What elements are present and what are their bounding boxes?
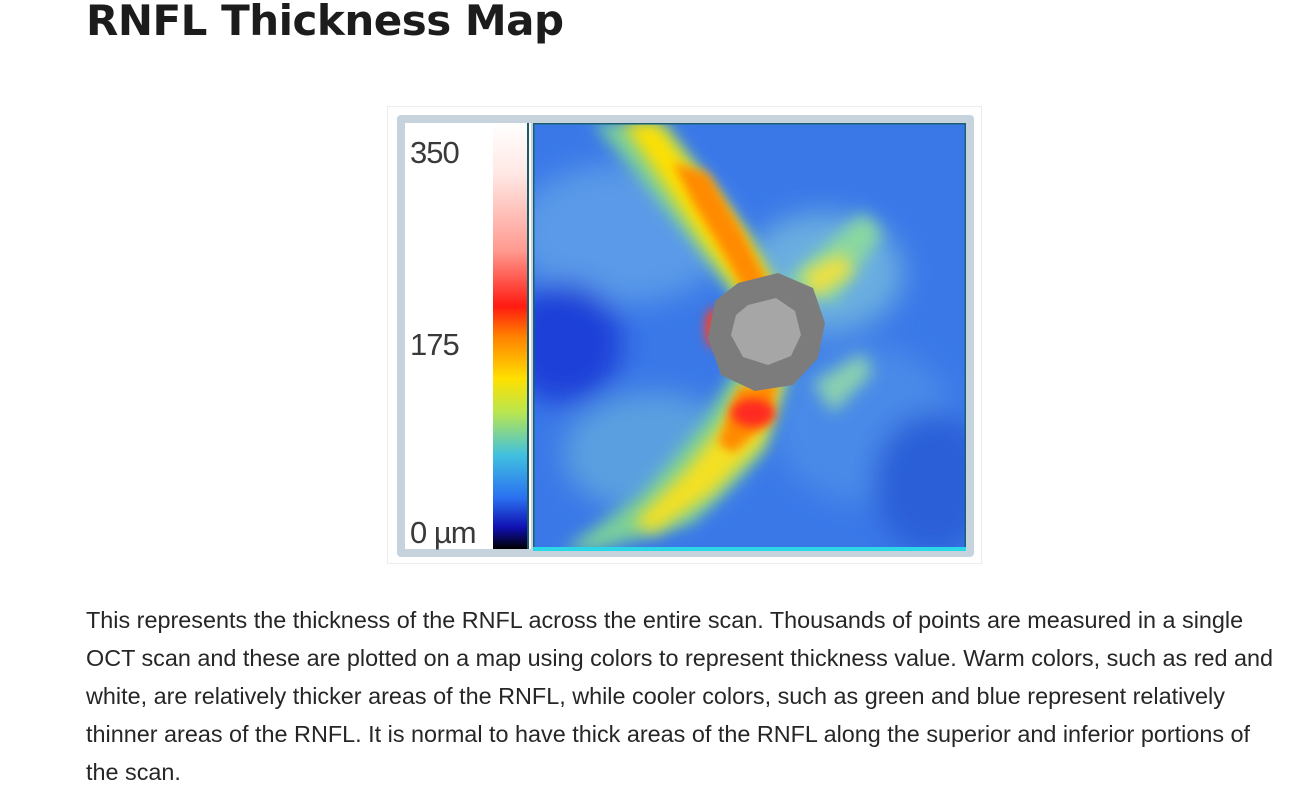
color-scale-bar (493, 123, 529, 549)
page-title: RNFL Thickness Map (86, 0, 564, 45)
scale-min-label: 0 µm (410, 515, 477, 550)
scale-max-label: 350 (410, 135, 460, 170)
color-scale-panel: 350 175 0 µm (405, 123, 531, 550)
description-paragraph: This represents the thickness of the RNF… (86, 607, 1274, 785)
optic-cup (731, 298, 801, 365)
figure-border: 350 175 0 µm (397, 115, 974, 557)
scale-mid-label: 175 (410, 327, 460, 362)
map-bottom-edge (533, 547, 966, 551)
rnfl-thickness-figure: 350 175 0 µm (387, 106, 982, 564)
thickness-heatmap (533, 123, 966, 551)
